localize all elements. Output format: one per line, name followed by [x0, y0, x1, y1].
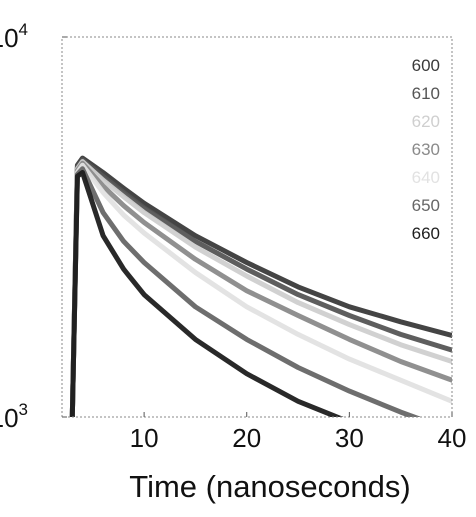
- legend-item-650: 650: [412, 196, 440, 215]
- y-ticks: 103 104: [0, 20, 67, 433]
- x-tick-label: 30: [335, 423, 364, 453]
- legend-item-630: 630: [412, 140, 440, 159]
- y-tick-label: 103: [0, 400, 28, 433]
- y-tick-label: 104: [0, 20, 28, 53]
- legend-item-600: 600: [412, 56, 440, 75]
- x-tick-label: 10: [130, 423, 159, 453]
- legend-item-610: 610: [412, 84, 440, 103]
- x-tick-label: 40: [438, 423, 467, 453]
- legend-item-660: 660: [412, 224, 440, 243]
- x-ticks: 10 20 30 40: [130, 412, 467, 453]
- x-axis-label: Time (nanoseconds): [129, 469, 410, 504]
- legend: 600 610 620 630 640 650 660: [412, 56, 440, 243]
- legend-item-640: 640: [412, 168, 440, 187]
- x-tick-label: 20: [232, 423, 261, 453]
- legend-item-620: 620: [412, 112, 440, 131]
